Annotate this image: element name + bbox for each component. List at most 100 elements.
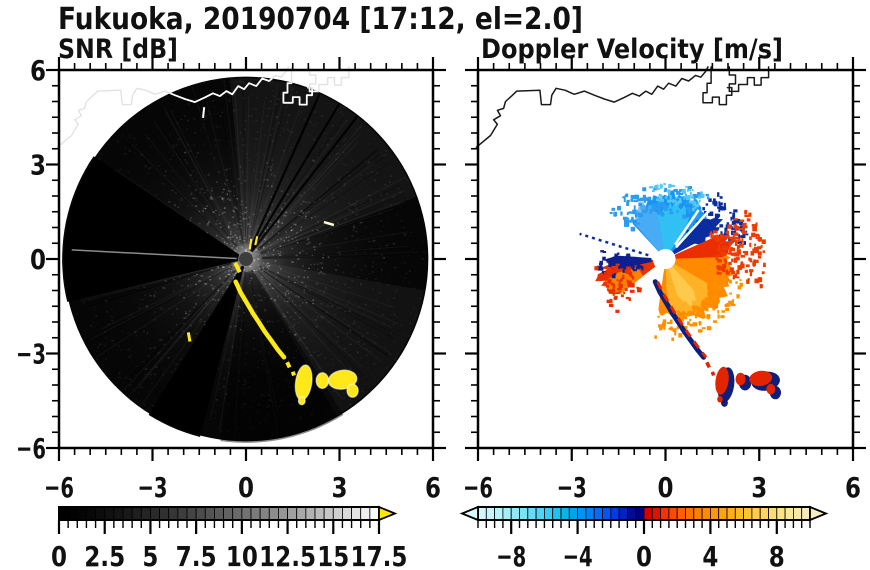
red-blob: [735, 372, 746, 386]
noise-speck: [344, 138, 347, 140]
noise-speck: [159, 306, 162, 309]
red-speckle: [737, 265, 742, 270]
noise-speck: [371, 374, 372, 375]
y-tick-label: 0: [30, 243, 46, 276]
noise-speck: [294, 333, 298, 336]
noise-speck: [276, 385, 279, 387]
noise-speck: [259, 237, 261, 239]
orange-speckle: [739, 282, 744, 287]
noise-speck: [224, 241, 226, 244]
streak: [258, 163, 389, 251]
noise-speck: [306, 243, 309, 245]
noise-speck: [331, 304, 334, 307]
noise-speck: [297, 340, 300, 342]
noise-speck: [343, 348, 347, 350]
blue-speckle: [638, 202, 642, 206]
yellow-dash: [186, 332, 192, 342]
noise-speck: [303, 118, 306, 121]
noise-speck: [280, 206, 282, 208]
red-speckle: [627, 280, 632, 286]
noise-speck: [162, 344, 165, 346]
noise-speck: [295, 91, 298, 94]
streak: [306, 231, 407, 250]
noise-speck: [336, 246, 339, 248]
noise-speck: [280, 399, 283, 402]
noise-speck: [281, 222, 284, 225]
cyan-speckle: [679, 197, 682, 202]
noise-speck: [330, 359, 333, 361]
navy-speckle: [622, 269, 627, 273]
blue-speckle: [676, 190, 681, 195]
colorbar-segment: [635, 506, 645, 521]
blue-speckle: [622, 196, 626, 199]
streak: [258, 156, 385, 251]
colorbar-segment: [568, 506, 578, 521]
red-speckle: [728, 243, 731, 247]
streak: [233, 278, 246, 437]
noise-speck: [329, 137, 333, 140]
noise-speck: [381, 154, 384, 157]
noise-speck: [136, 287, 140, 289]
noise-speck: [394, 357, 397, 359]
noise-speck: [413, 287, 416, 290]
noise-speck: [299, 305, 301, 307]
red-speckle: [712, 235, 716, 239]
noise-speck: [237, 319, 240, 322]
colorbar-segment: [67, 506, 78, 521]
noise-speck: [208, 314, 210, 316]
noise-speck: [357, 275, 360, 278]
red-speckle: [742, 222, 747, 227]
dark-ray: [248, 93, 321, 251]
noise-speck: [259, 190, 261, 192]
noise-speck: [255, 120, 258, 122]
navy-speckle: [743, 241, 747, 245]
colorbar-segment: [776, 506, 786, 521]
navy-speckle: [733, 209, 738, 213]
noise-speck: [248, 376, 251, 378]
noise-speck: [280, 251, 282, 254]
red-speckle: [625, 270, 631, 275]
noise-speck: [205, 302, 208, 304]
noise-speck: [410, 231, 413, 234]
red-speckle: [607, 279, 612, 284]
noise-speck: [228, 280, 230, 283]
noise-speck: [260, 209, 262, 212]
noise-speck: [255, 248, 258, 251]
blue-speckle: [658, 199, 664, 205]
noise-speck: [268, 386, 272, 389]
noise-speck: [355, 247, 358, 249]
colorbar-label: 0: [51, 540, 67, 570]
noise-speck: [157, 165, 161, 167]
noise-speck: [242, 138, 244, 141]
red-speckle: [626, 266, 631, 271]
blue-speckle: [628, 211, 633, 214]
noise-speck: [295, 401, 298, 404]
noise-speck: [347, 407, 350, 409]
navy-speckle: [632, 256, 638, 261]
noise-speck: [83, 329, 86, 332]
noise-speck: [218, 92, 219, 94]
noise-speck: [392, 196, 395, 198]
red-speckle: [756, 249, 759, 253]
noise-speck: [288, 130, 290, 132]
noise-speck: [252, 399, 256, 401]
noise-speck: [171, 131, 173, 133]
red-speckle: [741, 238, 744, 243]
noise-speck: [131, 362, 133, 363]
noise-speck: [254, 108, 257, 110]
noise-speck: [351, 280, 354, 282]
noise-speck: [289, 86, 292, 89]
noise-speck: [202, 123, 205, 125]
noise-speck: [388, 354, 392, 356]
noise-speck: [393, 297, 395, 299]
streak: [136, 274, 233, 390]
noise-speck: [351, 234, 354, 237]
colorbar-label: 7.5: [176, 540, 217, 570]
noise-speck: [214, 286, 216, 288]
noise-speck: [277, 221, 280, 223]
noise-speck: [266, 414, 269, 416]
noise-speck: [118, 376, 121, 379]
noise-speck: [320, 262, 324, 265]
noise-speck: [281, 432, 283, 434]
blue-speckle: [633, 205, 636, 210]
